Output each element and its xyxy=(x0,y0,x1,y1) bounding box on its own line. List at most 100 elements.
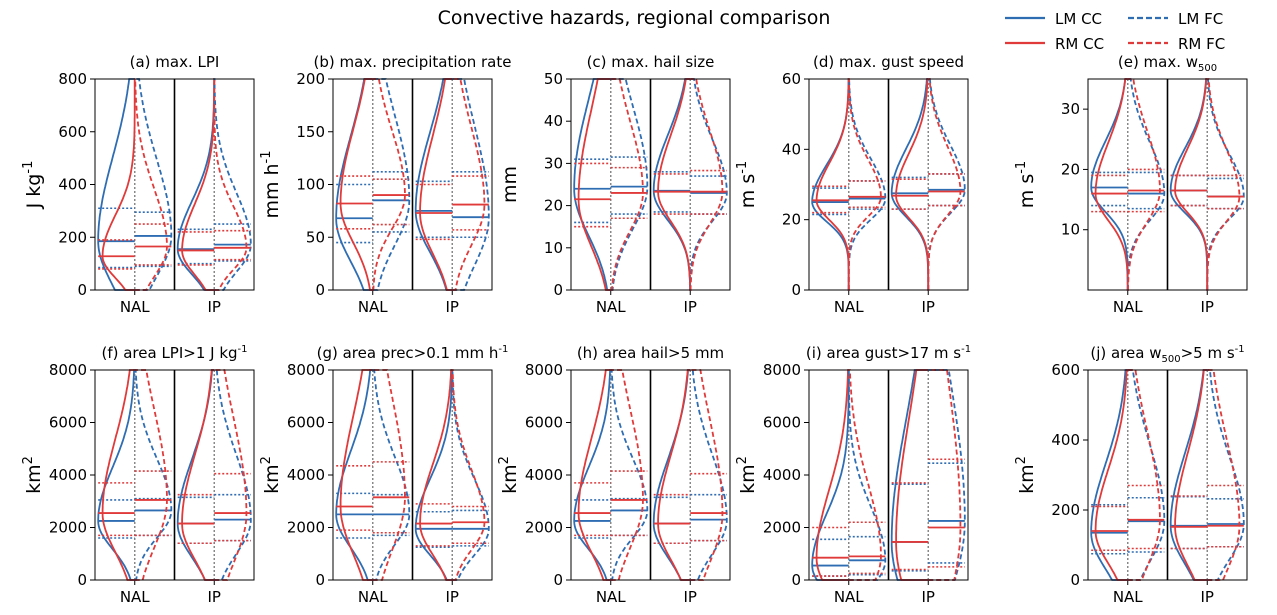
axes-frame xyxy=(808,369,969,581)
axes-frame xyxy=(332,369,493,581)
panel: (c) max. hail size mm 0 10 20 30 40 50 NAL IP xyxy=(499,53,731,316)
y-tick-label: 0 xyxy=(791,281,801,299)
y-tick-label: 0 xyxy=(1070,571,1080,589)
violin-outline xyxy=(1174,369,1208,581)
axes-frame xyxy=(94,78,255,291)
violin-outline xyxy=(339,78,373,291)
x-tick-label: NAL xyxy=(358,588,388,606)
y-tick-label: 20 xyxy=(782,211,801,229)
x-tick-label: IP xyxy=(684,588,697,606)
y-tick-label: 40 xyxy=(544,112,563,130)
panel-title: (j) area w500>5 m s-1 xyxy=(1090,344,1244,365)
y-axis-label: km2 xyxy=(735,456,759,494)
violin-outline xyxy=(577,78,611,291)
x-tick-label: IP xyxy=(446,588,459,606)
violin-outline xyxy=(811,78,850,291)
x-tick-label: IP xyxy=(1201,588,1214,606)
violin-outline xyxy=(577,369,611,581)
violin-outline xyxy=(657,78,691,291)
violin-outline xyxy=(213,78,248,291)
legend-label: LM CC xyxy=(1055,10,1102,28)
y-tick-label: 0 xyxy=(553,571,563,589)
y-axis-label: J kg-1 xyxy=(21,161,45,210)
legend-entry: RM FC xyxy=(1128,35,1225,53)
y-tick-label: 8000 xyxy=(49,361,87,379)
violin-outline xyxy=(451,369,486,581)
violin-outline xyxy=(1127,369,1161,581)
y-tick-label: 8000 xyxy=(287,361,325,379)
violin-outline xyxy=(181,78,216,291)
violin-outline xyxy=(1206,78,1241,291)
panel: (g) area prec>0.1 mm h-1 km2 0 2000 4000 6000… xyxy=(259,344,508,606)
y-tick-label: 200 xyxy=(58,228,87,246)
violin-outline xyxy=(97,78,135,291)
violin-outline xyxy=(372,78,411,291)
y-tick-label: 40 xyxy=(782,140,801,158)
y-tick-label: 4000 xyxy=(525,466,563,484)
violin-outline xyxy=(451,369,490,581)
x-tick-label: NAL xyxy=(120,588,150,606)
violin-outline xyxy=(610,78,649,291)
violin-outline xyxy=(452,78,486,291)
violin-outline xyxy=(134,78,168,291)
violin-outline xyxy=(1207,369,1241,581)
legend-label: RM CC xyxy=(1055,35,1104,53)
y-tick-label: 4000 xyxy=(287,466,325,484)
x-tick-label: NAL xyxy=(596,298,626,316)
violin-outline xyxy=(101,369,135,581)
panel-title: (d) max. gust speed xyxy=(813,53,964,71)
y-tick-label: 100 xyxy=(296,176,325,194)
panel-title: (e) max. w500 xyxy=(1118,53,1217,74)
x-tick-label: IP xyxy=(922,588,935,606)
axes-frame xyxy=(94,369,255,581)
x-tick-label: IP xyxy=(684,298,697,316)
y-tick-label: 10 xyxy=(544,239,563,257)
violin-outline xyxy=(1126,78,1166,291)
x-tick-label: IP xyxy=(1201,298,1214,316)
violin-outline xyxy=(339,369,373,581)
violin-outline xyxy=(573,78,611,291)
violin-outline xyxy=(847,369,887,581)
x-tick-label: NAL xyxy=(1113,588,1143,606)
violin-outline xyxy=(1094,78,1129,291)
y-axis-label: km2 xyxy=(497,456,521,494)
panel: (h) area hail>5 mm km2 0 2000 4000 6000 8000 NA… xyxy=(497,344,731,606)
legend-entry: RM CC xyxy=(1005,35,1104,53)
violin-outline xyxy=(176,369,215,581)
violin-outline xyxy=(610,78,644,291)
violin-outline xyxy=(890,369,929,581)
x-tick-label: NAL xyxy=(596,588,626,606)
violin-outline xyxy=(1094,369,1128,581)
y-axis-label: mm xyxy=(499,166,521,203)
violin-outline xyxy=(97,369,135,581)
x-tick-label: IP xyxy=(208,588,221,606)
y-tick-label: 600 xyxy=(58,123,87,141)
y-tick-label: 150 xyxy=(296,123,325,141)
axes-frame xyxy=(570,78,731,291)
panel-title: (g) area prec>0.1 mm h-1 xyxy=(317,344,509,362)
violin-outline xyxy=(1169,369,1208,581)
violin-outline xyxy=(847,78,882,291)
y-tick-label: 600 xyxy=(1051,361,1080,379)
y-tick-label: 4000 xyxy=(49,466,87,484)
y-tick-label: 0 xyxy=(315,571,325,589)
y-tick-label: 4000 xyxy=(763,466,801,484)
legend-label: LM FC xyxy=(1178,10,1223,28)
violin-outline xyxy=(214,369,248,581)
violin-outline xyxy=(1090,369,1128,581)
y-tick-label: 0 xyxy=(553,281,563,299)
legend: LM CC RM CC LM FC RM FC xyxy=(1005,10,1225,53)
violin-outline xyxy=(372,369,406,581)
violin-outline xyxy=(573,369,611,581)
violin-outline xyxy=(652,369,691,581)
axes-frame xyxy=(1087,369,1248,581)
violin-outline xyxy=(895,78,930,291)
y-tick-label: 30 xyxy=(544,154,563,172)
y-tick-label: 6000 xyxy=(49,414,87,432)
x-tick-label: NAL xyxy=(120,298,150,316)
y-tick-label: 2000 xyxy=(287,519,325,537)
panel-title: (f) area LPI>1 J kg-1 xyxy=(101,344,247,362)
violin-outline xyxy=(928,369,962,581)
